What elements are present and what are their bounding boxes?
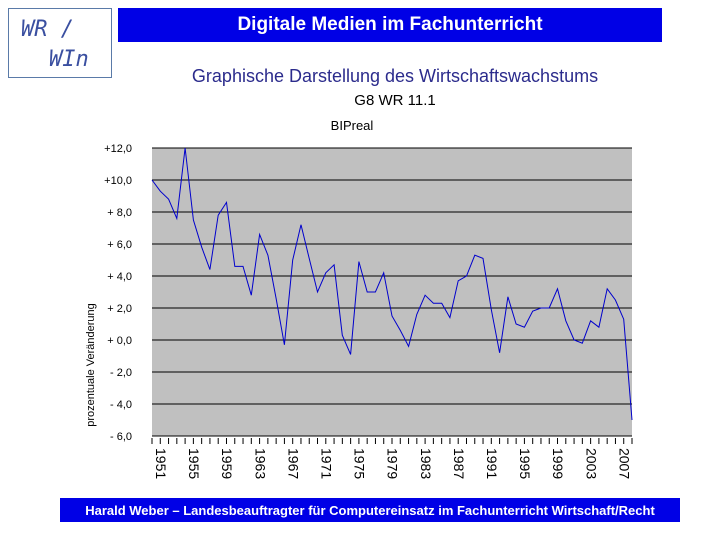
y-tick-label: - 2,0 — [110, 367, 132, 379]
x-tick-label: 1983 — [418, 448, 434, 479]
x-tick-label: 2003 — [583, 448, 599, 479]
y-tick-label: +12,0 — [104, 143, 132, 155]
subtitle: Graphische Darstellung des Wirtschaftswa… — [191, 66, 599, 86]
plot-area — [152, 148, 632, 436]
y-tick-label: + 2,0 — [107, 303, 132, 315]
x-tick-label: 1979 — [385, 448, 401, 479]
page-title: Digitale Medien im Fachunterricht — [237, 14, 543, 35]
x-tick-label: 1959 — [219, 448, 235, 479]
x-tick-label: 1991 — [484, 448, 500, 479]
x-tick-label: 1987 — [451, 448, 467, 479]
x-tick-label: 1999 — [550, 448, 566, 479]
header-bar: Digitale Medien im Fachunterricht — [118, 8, 662, 42]
chart-title: BIPreal — [331, 118, 374, 133]
class-label: G8 WR 11.1 — [354, 92, 436, 109]
y-tick-label: - 6,0 — [110, 431, 132, 443]
y-tick-label: + 8,0 — [107, 207, 132, 219]
x-axis-ticks: 1951 1955 1959 1963 1967 1971 1975 1979 1983 1987… — [151, 438, 633, 479]
footer-text: Harald Weber – Landesbeauftragter für Co… — [85, 502, 655, 518]
x-tick-label: 1963 — [252, 448, 268, 479]
x-tick-label: 1971 — [319, 448, 335, 479]
logo: WR / WIn — [8, 8, 112, 78]
y-tick-label: + 4,0 — [107, 271, 132, 283]
y-axis-ticks: +12,0 +10,0 + 8,0 + 6,0 + 4,0 + 2,0 + 0,0 - 2,0… — [104, 143, 132, 443]
x-tick-label: 1967 — [285, 448, 301, 479]
x-tick-label: 1975 — [352, 448, 368, 479]
series-line — [151, 147, 633, 421]
y-tick-label: +10,0 — [104, 175, 132, 187]
logo-line-2: WIn — [49, 47, 89, 72]
x-tick-label: 2007 — [616, 448, 632, 479]
y-tick-label: + 6,0 — [107, 239, 132, 251]
logo-line-1: WR / — [21, 17, 74, 42]
footer-bar: Harald Weber – Landesbeauftragter für Co… — [60, 498, 680, 522]
y-tick-label: - 4,0 — [110, 399, 132, 411]
y-tick-label: + 0,0 — [107, 335, 132, 347]
line-chart: BIPreal +12,0 +10,0 + 8,0 + 6,0 + 4,0 + 2,0 + … — [85, 118, 633, 479]
x-tick-label: 1995 — [517, 448, 533, 479]
y-axis-label: prozentuale Veränderung — [85, 303, 97, 427]
x-tick-label: 1951 — [153, 448, 169, 479]
x-tick-label: 1955 — [186, 448, 202, 479]
